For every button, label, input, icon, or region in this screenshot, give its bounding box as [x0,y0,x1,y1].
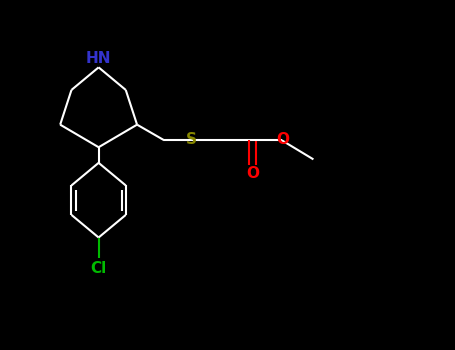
Text: S: S [186,132,197,147]
Text: HN: HN [86,51,111,65]
Text: Cl: Cl [91,261,107,276]
Text: O: O [246,166,259,181]
Text: O: O [276,132,289,147]
